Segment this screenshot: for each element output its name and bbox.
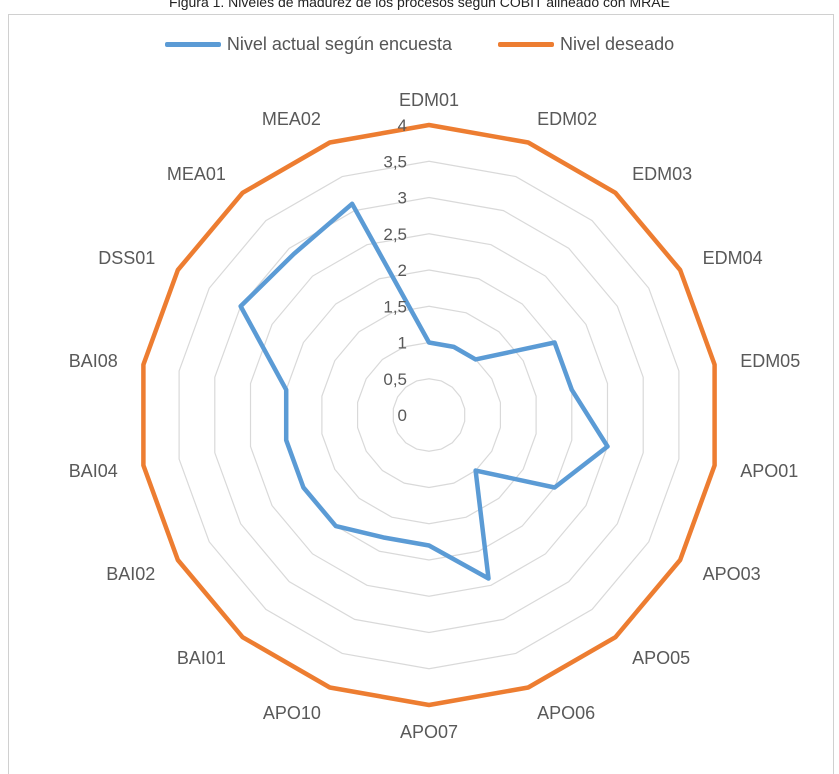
legend-swatch-deseado [498, 42, 555, 47]
tick-label: 1 [398, 334, 407, 353]
category-label: BAI01 [177, 648, 226, 668]
category-label: MEA02 [262, 109, 321, 129]
series-line-deseado [141, 122, 717, 708]
category-label: EDM01 [399, 90, 459, 110]
tick-label: 0 [398, 406, 407, 425]
tick-label: 0,5 [383, 370, 407, 389]
chart-frame [8, 14, 834, 774]
category-label: APO05 [632, 648, 690, 668]
tick-label: 3 [398, 189, 407, 208]
grid-ring [392, 378, 466, 452]
category-label: EDM03 [632, 164, 692, 184]
grid-ring [321, 305, 537, 525]
grid-ring [178, 160, 680, 670]
category-label: APO01 [740, 461, 798, 481]
category-label: APO07 [400, 722, 458, 742]
legend-item-actual: Nivel actual según encuesta [164, 34, 453, 55]
category-label: DSS01 [98, 248, 155, 268]
tick-label: 2,5 [383, 225, 407, 244]
legend-item-deseado: Nivel deseado [498, 34, 674, 55]
radar-chart: 0 0,5 1 1,5 2 2,5 3 3,5 4 EDM01 EDM02 EDM03 EDM04 EDM… [69, 90, 800, 742]
category-label: EDM02 [537, 109, 597, 129]
tick-label: 1,5 [383, 297, 407, 316]
category-label: BAI04 [69, 461, 118, 481]
category-label: EDM05 [740, 351, 800, 371]
tick-label: 2 [398, 261, 407, 280]
category-label: APO10 [263, 703, 321, 723]
series-line-actual [238, 201, 610, 581]
category-label: BAI02 [106, 564, 155, 584]
grid-ring [357, 341, 501, 489]
category-label: MEA01 [167, 164, 226, 184]
legend: Nivel actual según encuesta Nivel desead… [0, 34, 839, 55]
legend-label-actual: Nivel actual según encuesta [226, 34, 453, 54]
grid-ring [214, 196, 644, 634]
category-label: BAI08 [69, 351, 118, 371]
grid-ring [249, 233, 609, 597]
tick-label: 4 [398, 116, 407, 135]
tick-label: 3,5 [383, 152, 407, 171]
legend-swatch-actual [164, 42, 221, 47]
category-label: APO06 [537, 703, 595, 723]
legend-label-deseado: Nivel deseado [560, 34, 675, 54]
category-label: APO03 [703, 564, 761, 584]
category-label: EDM04 [703, 248, 763, 268]
chart-title: Figura 1. Niveles de madurez de los proc… [169, 0, 670, 10]
